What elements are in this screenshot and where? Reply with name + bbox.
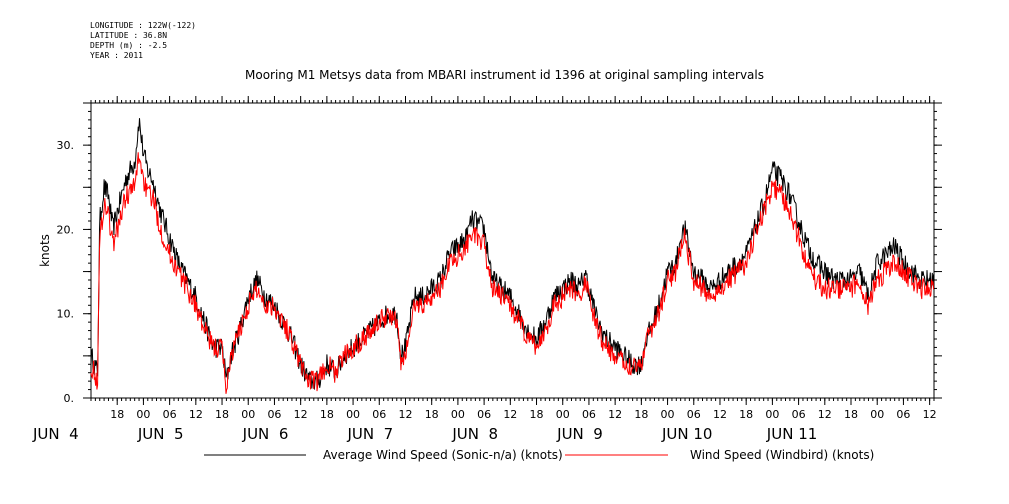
depth-text: DEPTH (m) : -2.5: [90, 41, 168, 50]
x-tick-label: 12: [818, 408, 832, 421]
x-tick-label: 00: [451, 408, 465, 421]
x-tick-label: 12: [294, 408, 308, 421]
x-tick-label: 12: [189, 408, 203, 421]
x-tick-label: 18: [215, 408, 229, 421]
series-line-1: [90, 152, 935, 394]
x-tick-label: 00: [136, 408, 150, 421]
legend-label-1: Wind Speed (Windbird) (knots): [690, 448, 874, 462]
x-tick-label: 18: [530, 408, 544, 421]
x-tick-label: 06: [372, 408, 386, 421]
x-tick-label: 12: [608, 408, 622, 421]
x-tick-label: 00: [870, 408, 884, 421]
x-tick-label: 18: [110, 408, 124, 421]
x-tick-label: 12: [398, 408, 412, 421]
x-tick-label: 12: [713, 408, 727, 421]
latitude-text: LATITUDE : 36.8N: [90, 31, 168, 40]
x-tick-label: 00: [765, 408, 779, 421]
x-tick-label: 12: [503, 408, 517, 421]
y-tick-label: 10.: [57, 308, 75, 321]
x-tick-label: 06: [687, 408, 701, 421]
longitude-text: LONGITUDE : 122W(-122): [90, 21, 196, 30]
x-tick-label: 00: [556, 408, 570, 421]
x-day-label: JUN 7: [346, 425, 393, 443]
x-day-label: JUN 10: [661, 425, 712, 443]
x-tick-label: 18: [739, 408, 753, 421]
x-tick-label: 12: [923, 408, 937, 421]
x-day-label: JUN 5: [137, 425, 184, 443]
y-tick-label: 20.: [57, 223, 75, 236]
chart-title: Mooring M1 Metsys data from MBARI instru…: [245, 68, 764, 82]
x-tick-label: 06: [163, 408, 177, 421]
x-tick-label: 06: [582, 408, 596, 421]
x-day-label: JUN 11: [766, 425, 817, 443]
x-tick-label: 18: [844, 408, 858, 421]
x-tick-label: 06: [896, 408, 910, 421]
y-axis-label: knots: [38, 234, 52, 267]
series-line-0: [90, 118, 935, 391]
metadata-block: LONGITUDE : 122W(-122) LATITUDE : 36.8N …: [90, 21, 196, 61]
x-tick-label: 00: [241, 408, 255, 421]
x-tick-label: 18: [320, 408, 334, 421]
x-day-label: JUN 6: [242, 425, 289, 443]
year-text: YEAR : 2011: [90, 51, 143, 60]
x-day-label: JUN 4: [32, 425, 79, 443]
x-tick-label: 00: [346, 408, 360, 421]
x-day-label: JUN 9: [556, 425, 603, 443]
x-tick-label: 06: [477, 408, 491, 421]
x-tick-label: 18: [425, 408, 439, 421]
y-tick-label: 0.: [64, 392, 75, 405]
y-tick-label: 30.: [57, 139, 75, 152]
x-tick-label: 00: [661, 408, 675, 421]
legend-label-0: Average Wind Speed (Sonic-n/a) (knots): [323, 448, 563, 462]
plot-frame: [90, 102, 935, 399]
x-tick-label: 06: [267, 408, 281, 421]
x-day-label: JUN 8: [451, 425, 498, 443]
x-tick-label: 06: [792, 408, 806, 421]
x-tick-label: 18: [634, 408, 648, 421]
